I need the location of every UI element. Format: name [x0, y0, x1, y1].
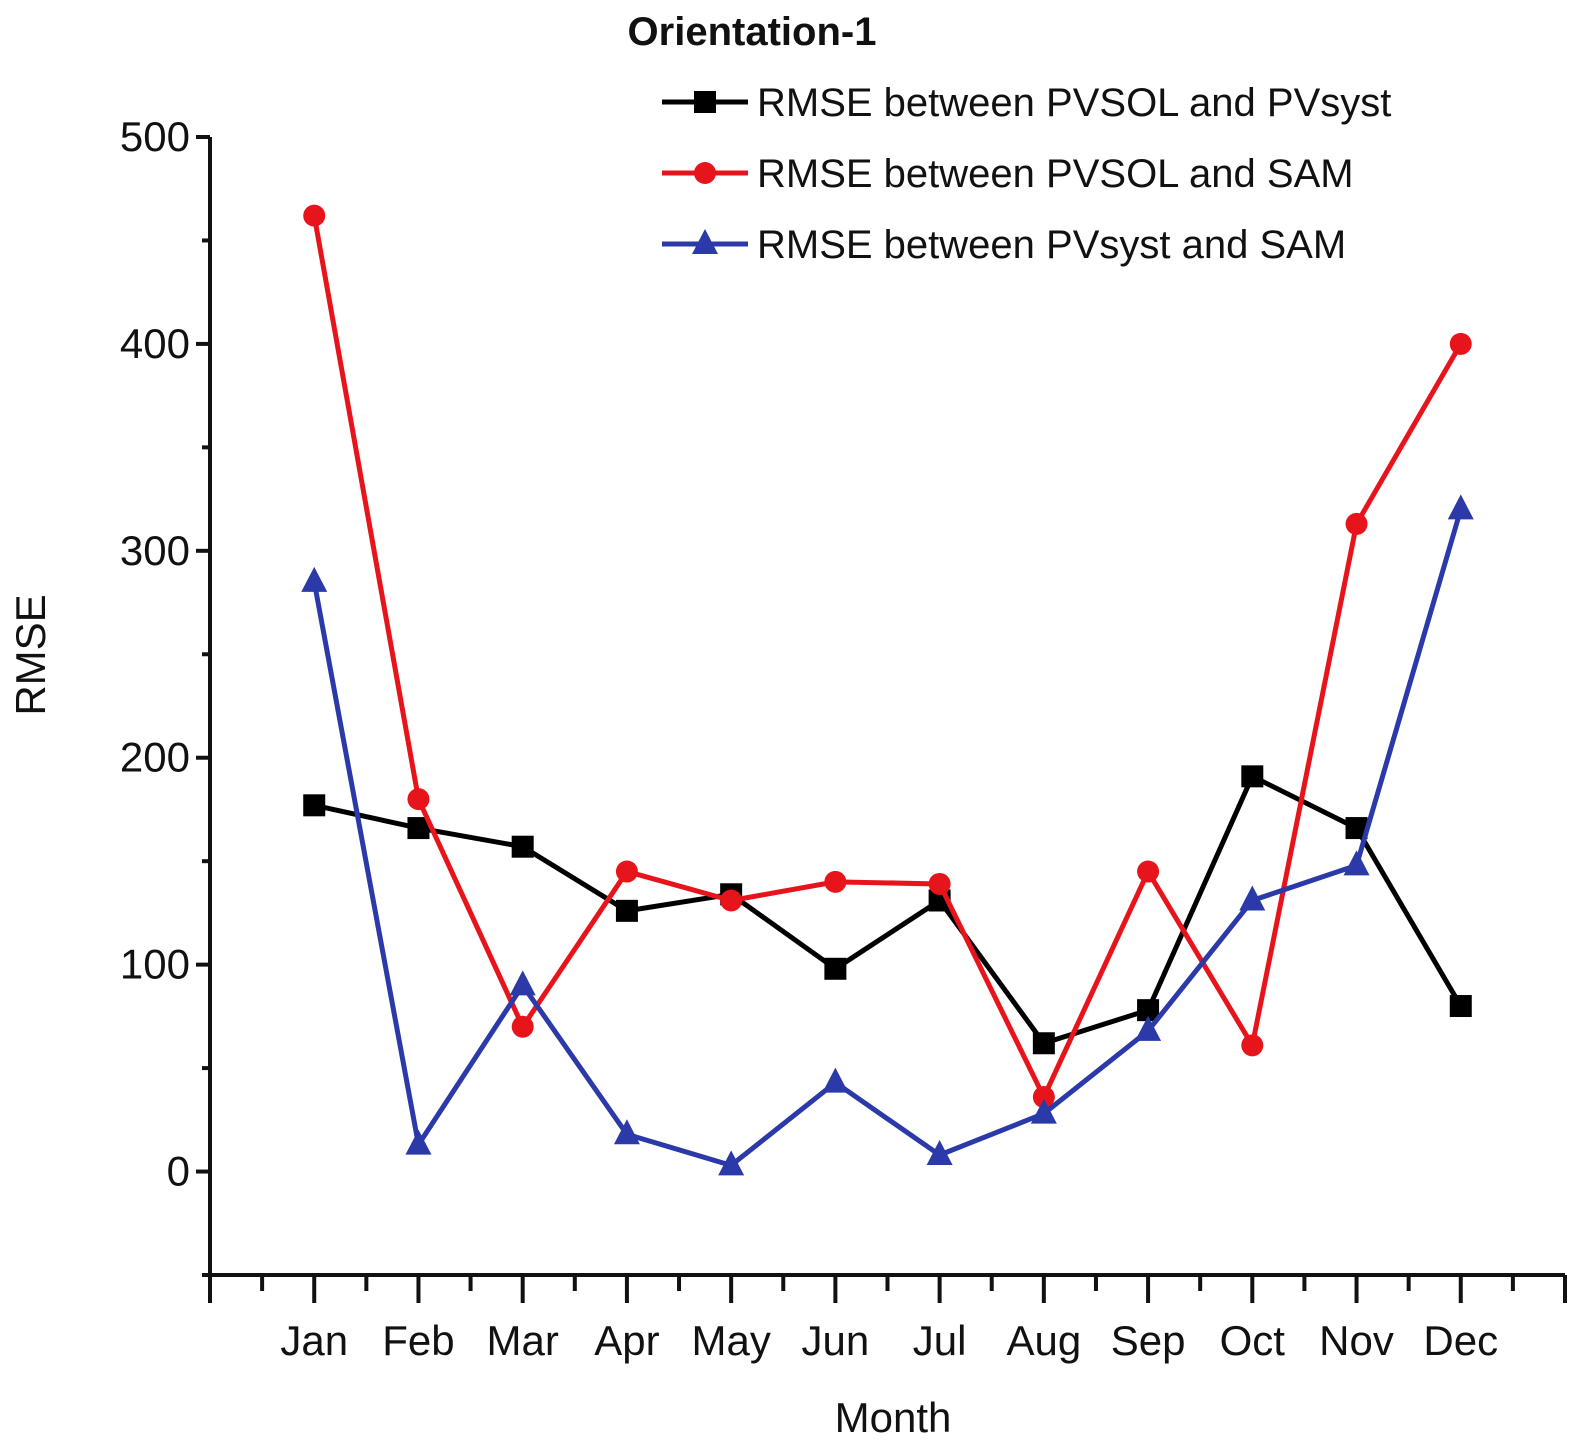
data-point	[1449, 995, 1472, 1018]
data-point	[1345, 817, 1368, 840]
data-point	[1241, 1034, 1264, 1057]
axes: 0 100 200 300 400 500 Jan Feb Mar Apr May Jun Jul Aug…	[120, 113, 1567, 1364]
y-tick-label: 100	[120, 941, 190, 988]
data-point	[1135, 1015, 1162, 1041]
data-point	[405, 1129, 432, 1155]
data-point	[613, 1119, 640, 1145]
data-point	[615, 899, 638, 922]
data-point	[928, 872, 951, 895]
data-point	[824, 957, 847, 980]
legend-item: RMSE between PVsyst and SAM	[662, 223, 1346, 267]
series-2	[303, 204, 1472, 1109]
data-point	[509, 970, 536, 996]
data-point	[1032, 1086, 1055, 1109]
y-tick-label: 0	[167, 1148, 190, 1195]
x-axis-title: Month	[835, 1394, 952, 1441]
series-line	[311, 508, 1464, 1168]
legend-marker	[694, 91, 716, 113]
x-tick-label: Oct	[1220, 1317, 1286, 1364]
x-tick-label: Jun	[802, 1317, 870, 1364]
data-point	[303, 794, 326, 817]
data-point	[718, 1150, 745, 1176]
x-tick-label: Dec	[1423, 1317, 1498, 1364]
data-point	[1447, 494, 1474, 520]
x-tick-label: Sep	[1111, 1317, 1186, 1364]
legend-marker	[694, 162, 716, 184]
x-tick-label: Aug	[1006, 1317, 1081, 1364]
legend: RMSE between PVSOL and PVsyst RMSE betwee…	[662, 81, 1391, 267]
legend-item: RMSE between PVSOL and SAM	[662, 152, 1354, 196]
x-tick-label: Jan	[280, 1317, 348, 1364]
legend-label: RMSE between PVSOL and SAM	[757, 152, 1354, 196]
series-3	[301, 494, 1474, 1176]
data-point	[1241, 765, 1264, 788]
series-1	[303, 765, 1472, 1055]
x-tick-label: Nov	[1319, 1317, 1394, 1364]
y-tick-label: 500	[120, 113, 190, 160]
x-tick-label: Apr	[594, 1317, 659, 1364]
data-point	[1030, 1098, 1057, 1124]
y-tick-label: 200	[120, 734, 190, 781]
x-tick-label: Jul	[913, 1317, 967, 1364]
x-tick-label: May	[691, 1317, 770, 1364]
series-line	[311, 215, 1463, 1100]
data-point	[615, 860, 638, 883]
legend-marker	[692, 229, 718, 254]
data-point	[301, 566, 328, 592]
data-point	[720, 889, 743, 912]
series-line	[313, 773, 1463, 1046]
data-point	[407, 817, 430, 840]
series-group	[301, 204, 1474, 1176]
legend-label: RMSE between PVsyst and SAM	[757, 223, 1346, 267]
data-point	[1032, 1032, 1055, 1055]
x-tick-label: Feb	[382, 1317, 454, 1364]
y-tick-label: 300	[120, 527, 190, 574]
data-point	[1449, 332, 1472, 355]
legend-item: RMSE between PVSOL and PVsyst	[662, 81, 1391, 125]
data-point	[822, 1067, 849, 1093]
data-point	[407, 788, 430, 811]
data-point	[926, 1139, 953, 1165]
data-point	[303, 204, 326, 227]
chart-title: Orientation-1	[628, 10, 877, 54]
legend-label: RMSE between PVSOL and PVsyst	[757, 81, 1391, 125]
data-point	[1345, 512, 1368, 535]
data-point	[1137, 860, 1160, 883]
data-point	[511, 835, 534, 858]
y-tick-label: 400	[120, 320, 190, 367]
y-axis-title: RMSE	[7, 594, 54, 715]
data-point	[1343, 850, 1370, 876]
x-tick-label: Mar	[487, 1317, 559, 1364]
data-point	[511, 1015, 534, 1038]
data-point	[1137, 999, 1160, 1022]
data-point	[1239, 885, 1266, 911]
data-point	[824, 870, 847, 893]
